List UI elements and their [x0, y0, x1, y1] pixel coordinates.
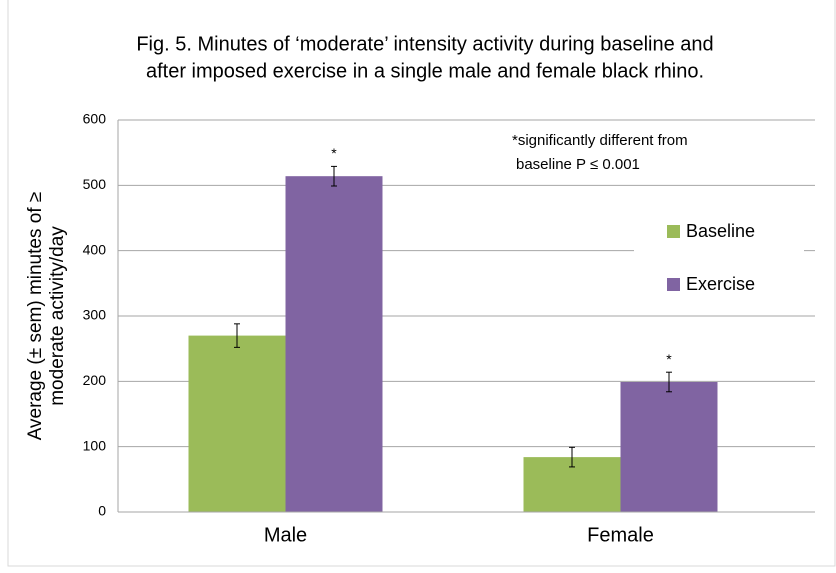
error-bar: [569, 446, 575, 468]
legend-swatch: [667, 278, 680, 291]
annotation: baseline P ≤ 0.001: [516, 156, 640, 173]
y-axis-label: Average (± sem) minutes of ≥: [25, 192, 46, 441]
legend-swatch: [667, 225, 680, 238]
significance-marker: *: [666, 351, 672, 367]
y-tick-label: 200: [83, 372, 107, 388]
y-tick-label: 600: [83, 111, 107, 127]
x-tick-label: Male: [264, 524, 307, 546]
legend-box: [634, 205, 804, 305]
bar: [620, 381, 718, 512]
y-axis-label: moderate activity/day: [47, 226, 68, 406]
error-bar: [666, 371, 672, 393]
annotation: *significantly different from: [512, 132, 688, 149]
chart-frame: [7, 0, 836, 567]
legend-label: Exercise: [686, 274, 755, 294]
x-tick-label: Female: [587, 524, 654, 546]
error-bar: [331, 165, 337, 187]
chart-title: Fig. 5. Minutes of ‘moderate’ intensity …: [136, 33, 713, 55]
y-tick-label: 100: [83, 437, 107, 453]
bar: [188, 335, 286, 512]
y-tick-label: 0: [98, 503, 106, 519]
chart-title: after imposed exercise in a single male …: [146, 60, 704, 82]
legend-label: Baseline: [686, 221, 755, 241]
significance-marker: *: [331, 145, 337, 161]
y-tick-label: 400: [83, 241, 107, 257]
y-tick-label: 300: [83, 307, 107, 323]
error-bar: [234, 323, 240, 348]
y-tick-label: 500: [83, 176, 107, 192]
bar: [285, 176, 383, 513]
